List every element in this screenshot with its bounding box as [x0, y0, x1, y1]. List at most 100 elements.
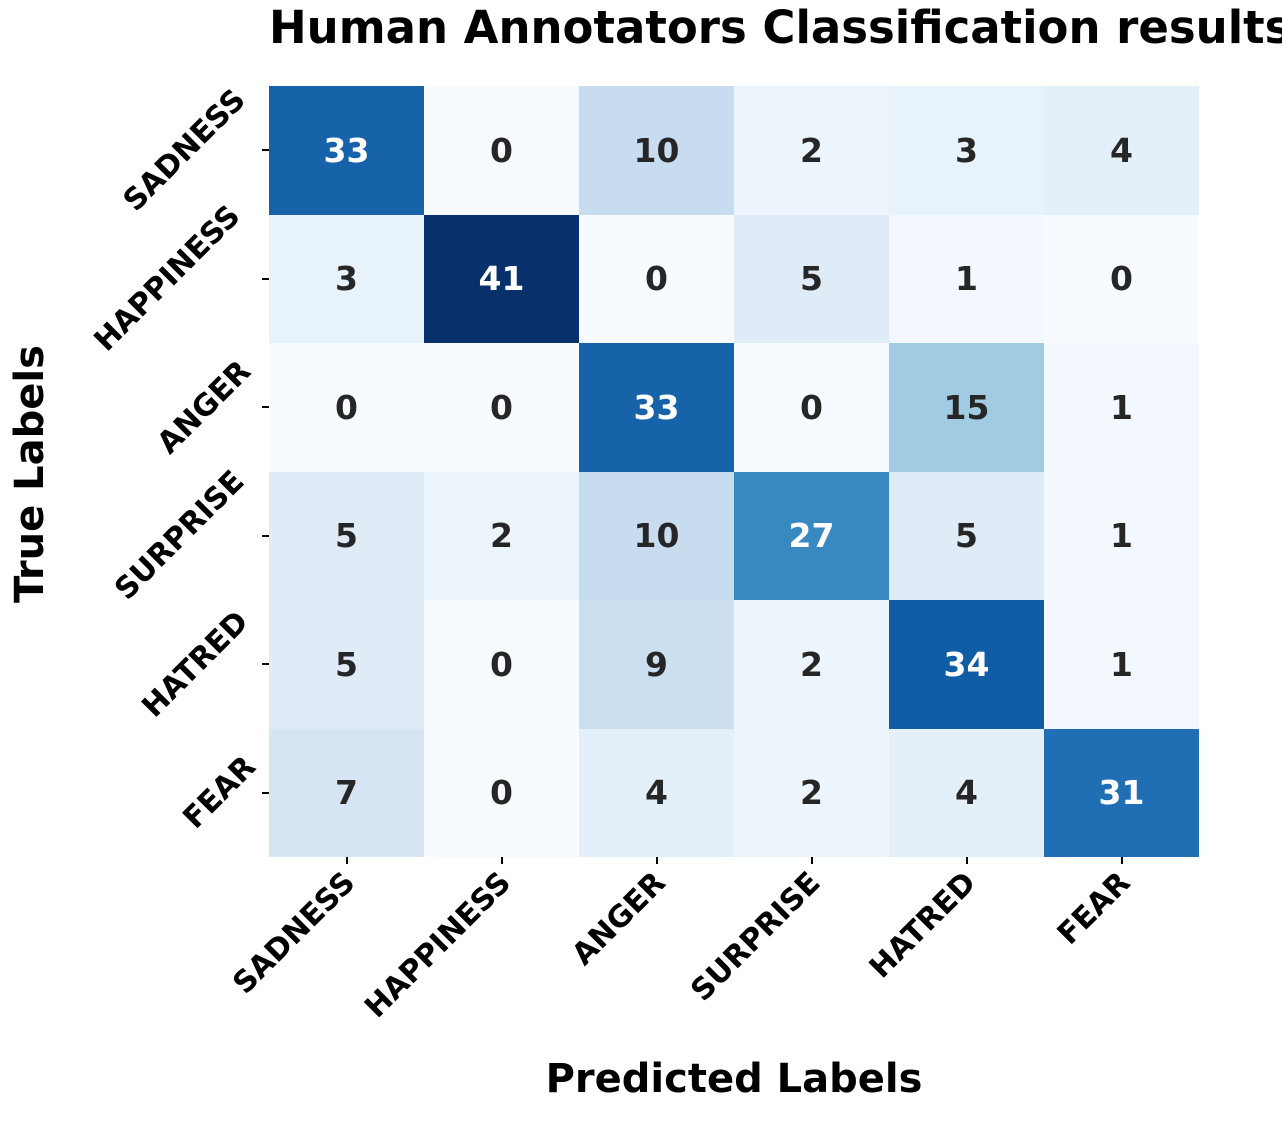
heatmap-cell-surprise-fear: 1 — [1044, 471, 1199, 600]
heatmap-cell-hatred-sadness: 5 — [269, 600, 424, 729]
y-tick-row-fear: FEAR — [0, 729, 263, 858]
heatmap-cell-fear-anger: 4 — [579, 728, 734, 857]
heatmap-cell-happiness-surprise: 5 — [734, 214, 889, 343]
cell-value: 10 — [633, 516, 680, 556]
x-tick-label-surprise: SURPRISE — [684, 865, 828, 1009]
x-axis-tick-mark — [965, 857, 968, 864]
cell-value: 1 — [1110, 516, 1133, 556]
heatmap-cell-sadness-fear: 4 — [1044, 86, 1199, 215]
y-axis-tick-mark — [262, 406, 269, 409]
cell-value: 5 — [955, 516, 978, 556]
cell-value: 4 — [1110, 130, 1133, 170]
cell-value: 15 — [943, 387, 990, 427]
cell-value: 33 — [633, 387, 680, 427]
heatmap-grid: 33 0 10 2 3 4 3 41 0 5 1 0 0 0 33 0 15 1 5 2 10 27 5 1 5 0 9 2 34 1 7 0… — [269, 86, 1199, 857]
heatmap-cell-anger-hatred: 15 — [889, 343, 1044, 472]
chart-title: Human Annotators Classification results — [269, 1, 1282, 54]
heatmap-cell-happiness-fear: 0 — [1044, 214, 1199, 343]
y-tick-label: SURPRISE — [107, 464, 251, 608]
heatmap-cell-hatred-fear: 1 — [1044, 600, 1199, 729]
heatmap-cell-anger-happiness: 0 — [424, 343, 579, 472]
x-tick-label-anger: ANGER — [565, 865, 673, 973]
heatmap-cell-hatred-anger: 9 — [579, 600, 734, 729]
heatmap-cell-surprise-happiness: 2 — [424, 471, 579, 600]
heatmap-cell-anger-surprise: 0 — [734, 343, 889, 472]
y-axis-tick-mark — [262, 149, 269, 152]
heatmap-cell-anger-anger: 33 — [579, 343, 734, 472]
cell-value: 4 — [955, 773, 978, 813]
y-tick-row-anger: ANGER — [0, 343, 263, 472]
heatmap-cell-fear-sadness: 7 — [269, 728, 424, 857]
cell-value: 34 — [943, 644, 990, 684]
cell-value: 2 — [800, 644, 823, 684]
heatmap-cell-fear-hatred: 4 — [889, 728, 1044, 857]
heatmap-cell-happiness-hatred: 1 — [889, 214, 1044, 343]
cell-value: 2 — [800, 130, 823, 170]
y-axis-tick-mark — [262, 277, 269, 280]
cell-value: 27 — [788, 516, 835, 556]
cell-value: 0 — [490, 387, 513, 427]
y-axis-tick-mark — [262, 534, 269, 537]
heatmap-cell-sadness-sadness: 33 — [269, 86, 424, 215]
y-tick-row-surprise: SURPRISE — [0, 464, 263, 607]
heatmap-cell-fear-fear: 31 — [1044, 728, 1199, 857]
cell-value: 5 — [335, 644, 358, 684]
heatmap-cell-fear-surprise: 2 — [734, 728, 889, 857]
y-tick-label: HAPPINESS — [87, 198, 248, 359]
cell-value: 0 — [1110, 259, 1133, 299]
x-axis-tick-mark — [655, 857, 658, 864]
heatmap-cell-surprise-hatred: 5 — [889, 471, 1044, 600]
cell-value: 0 — [490, 773, 513, 813]
heatmap-cell-sadness-surprise: 2 — [734, 86, 889, 215]
heatmap-cell-anger-fear: 1 — [1044, 343, 1199, 472]
cell-value: 0 — [490, 130, 513, 170]
cell-value: 1 — [1110, 387, 1133, 427]
y-axis-tick-mark — [262, 663, 269, 666]
y-tick-label: ANGER — [151, 353, 259, 461]
y-tick-label: HATRED — [135, 604, 256, 725]
x-axis-tick-mark — [500, 857, 503, 864]
x-axis-tick-mark — [810, 857, 813, 864]
heatmap-cell-happiness-happiness: 41 — [424, 214, 579, 343]
cell-value: 0 — [645, 259, 668, 299]
x-tick-label-hatred: HATRED — [862, 865, 983, 986]
cell-value: 31 — [1098, 773, 1145, 813]
cell-value: 33 — [323, 130, 370, 170]
x-tick-label-sadness: SADNESS — [226, 865, 363, 1002]
heatmap-cell-sadness-hatred: 3 — [889, 86, 1044, 215]
heatmap-cell-happiness-sadness: 3 — [269, 214, 424, 343]
cell-value: 1 — [955, 259, 978, 299]
cell-value: 1 — [1110, 644, 1133, 684]
x-axis-label: Predicted Labels — [545, 1056, 923, 1102]
heatmap-cell-sadness-anger: 10 — [579, 86, 734, 215]
heatmap-cell-hatred-happiness: 0 — [424, 600, 579, 729]
cell-value: 0 — [490, 644, 513, 684]
heatmap-cell-sadness-happiness: 0 — [424, 86, 579, 215]
cell-value: 4 — [645, 773, 668, 813]
heatmap-cell-anger-sadness: 0 — [269, 343, 424, 472]
heatmap-cell-hatred-surprise: 2 — [734, 600, 889, 729]
y-tick-label: SADNESS — [116, 82, 253, 219]
cell-value: 10 — [633, 130, 680, 170]
cell-value: 0 — [335, 387, 358, 427]
heatmap-cell-surprise-sadness: 5 — [269, 471, 424, 600]
x-axis-tick-mark — [1120, 857, 1123, 864]
cell-value: 5 — [335, 516, 358, 556]
cell-value: 9 — [645, 644, 668, 684]
cell-value: 7 — [335, 773, 358, 813]
y-tick-row-hatred: HATRED — [0, 600, 263, 729]
y-tick-label: FEAR — [176, 749, 263, 836]
heatmap-cell-surprise-surprise: 27 — [734, 471, 889, 600]
cell-value: 2 — [800, 773, 823, 813]
x-tick-label-happiness: HAPPINESS — [357, 865, 518, 1026]
cell-value: 41 — [478, 259, 525, 299]
heatmap-cell-happiness-anger: 0 — [579, 214, 734, 343]
heatmap-cell-hatred-hatred: 34 — [889, 600, 1044, 729]
cell-value: 0 — [800, 387, 823, 427]
heatmap-cell-surprise-anger: 10 — [579, 471, 734, 600]
y-tick-row-sadness: SADNESS — [0, 82, 263, 218]
y-tick-row-happiness: HAPPINESS — [0, 199, 263, 359]
cell-value: 3 — [335, 259, 358, 299]
x-axis-tick-mark — [345, 857, 348, 864]
